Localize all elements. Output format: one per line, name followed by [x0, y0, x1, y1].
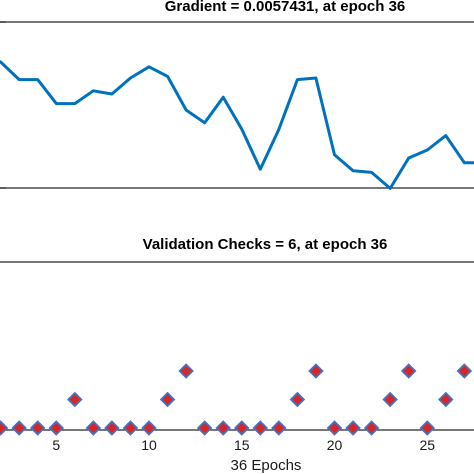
gradient-point: [314, 77, 317, 80]
gradient-point: [129, 77, 132, 80]
validation-marker: [382, 391, 398, 408]
gradient-point: [185, 109, 188, 112]
gradient-point: [55, 102, 58, 105]
validation-marker: [85, 420, 102, 436]
validation-xtick-label: 10: [141, 437, 157, 453]
gradient-point: [92, 89, 95, 92]
gradient-point: [166, 75, 169, 78]
gradient-point: [370, 171, 373, 174]
validation-marker: [438, 391, 454, 408]
gradient-title: Gradient = 0.0057431, at epoch 36: [165, 0, 406, 15]
gradient-point: [222, 96, 225, 99]
validation-xtick-label: 25: [419, 437, 435, 453]
validation-title: Validation Checks = 6, at epoch 36: [143, 236, 388, 253]
validation-marker: [196, 420, 213, 436]
validation-marker: [456, 363, 473, 379]
gradient-point: [36, 78, 39, 81]
gradient-point: [240, 128, 243, 131]
gradient-point: [426, 149, 429, 152]
validation-marker: [215, 420, 231, 436]
gradient-axes: [0, 21, 474, 189]
validation-xtick-label: 5: [52, 437, 60, 453]
validation-marker: [308, 363, 324, 379]
gradient-point: [259, 168, 262, 171]
validation-marker: [271, 420, 287, 436]
gradient-point: [444, 134, 447, 137]
validation-xtick-label: 15: [234, 437, 250, 453]
validation-marker: [122, 420, 139, 436]
validation-marker: [252, 420, 269, 436]
gradient-point: [18, 78, 21, 81]
validation-marker: [141, 420, 157, 436]
gradient-point: [389, 187, 392, 190]
validation-marker: [0, 420, 9, 436]
validation-marker: [233, 420, 250, 436]
validation-marker: [29, 420, 46, 436]
validation-marker: [67, 391, 83, 408]
gradient-point: [203, 121, 206, 124]
validation-marker: [363, 420, 380, 436]
validation-xticks: 5 10 15 20 25: [52, 425, 435, 453]
validation-xlabel: 36 Epochs: [231, 457, 302, 474]
validation-marker: [11, 420, 27, 436]
gradient-point: [148, 65, 151, 68]
validation-marker: [159, 391, 176, 408]
gradient-series-line: [0, 60, 474, 190]
validation-axes: [0, 261, 474, 431]
gradient-point: [277, 128, 280, 131]
validation-marker: [104, 420, 120, 436]
gradient-point: [333, 153, 336, 156]
validation-marker: [178, 363, 194, 379]
validation-marker: [419, 420, 436, 436]
gradient-point: [352, 169, 355, 172]
gradient-point: [407, 157, 410, 160]
gradient-point: [110, 93, 113, 96]
validation-xtick-label: 20: [327, 437, 343, 453]
gradient-point: [463, 161, 466, 164]
gradient-plot: [0, 60, 474, 190]
gradient-point: [296, 78, 299, 81]
gradient-point: [73, 102, 76, 105]
validation-marker: [48, 420, 65, 436]
validation-marker: [345, 420, 361, 436]
validation-plot: [0, 363, 473, 436]
validation-marker: [326, 420, 343, 436]
validation-marker: [289, 391, 306, 408]
validation-marker: [400, 363, 417, 379]
